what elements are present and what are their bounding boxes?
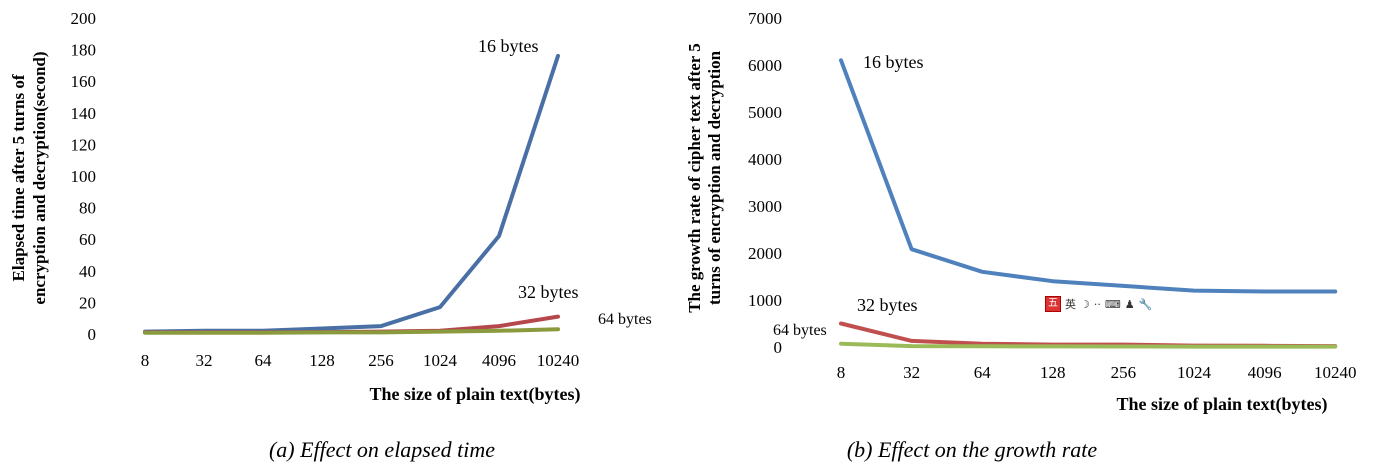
chart-a-xtick-label: 32 <box>196 351 213 370</box>
chart-a-series-label-2: 32 bytes <box>518 282 579 302</box>
chart-a-ylabel-line1: Elapsed time after 5 turns of <box>9 74 28 281</box>
chart-b-ytick-label: 4000 <box>748 150 782 169</box>
chart-a-ytick-label: 40 <box>79 262 96 281</box>
chart-b-ytick-label: 7000 <box>748 9 782 28</box>
ime-language-toggle[interactable]: 英 <box>1065 298 1076 311</box>
chart-a-series-label-1: 16 bytes <box>478 36 539 56</box>
chart-b-xtick-label: 64 <box>974 363 992 382</box>
chart-a-series-line-3 <box>143 327 560 335</box>
chart-b-caption: (b) Effect on the growth rate <box>847 437 1098 462</box>
chart-b-ylabel-line2: turns of encryption and decryption <box>705 50 724 305</box>
chart-a-xtick-label: 64 <box>255 351 273 370</box>
moon-icon[interactable]: ☽ <box>1080 297 1090 311</box>
chart-a-ytick-label: 80 <box>79 199 96 218</box>
chart-a-xtick-label: 256 <box>368 351 394 370</box>
chart-b-xtick-label: 10240 <box>1314 363 1357 382</box>
chart-a-ytick-label: 0 <box>88 325 97 344</box>
chart-a-ytick-label: 200 <box>71 9 97 28</box>
chart-a-ytick-label: 60 <box>79 230 96 249</box>
keyboard-icon[interactable]: ⌨ <box>1104 297 1121 311</box>
chart-a-xtick-label: 128 <box>309 351 335 370</box>
chart-a-ytick-label: 100 <box>71 167 97 186</box>
chart-b-ylabel-line1: The growth rate of cipher text after 5 <box>685 43 704 313</box>
chart-a-xtick-label: 8 <box>141 351 150 370</box>
chart-b-series-label-3: 64 bytes <box>773 322 827 339</box>
chart-b-xtick-label: 1024 <box>1177 363 1212 382</box>
chart-b-series-label-2: 32 bytes <box>857 295 918 315</box>
punctuation-icon[interactable]: ·· <box>1093 297 1101 311</box>
ime-toolbar[interactable]: 五 英 ☽ ·· ⌨ ♟ 🔧 <box>1045 295 1152 313</box>
chart-b-ytick-label: 5000 <box>748 103 782 122</box>
chart-b-series-line-3 <box>839 341 1338 349</box>
chart-a-ylabel-line2: encryption and decryption(second) <box>30 51 49 304</box>
chart-a-series-line-1 <box>143 53 560 334</box>
chart-b-xtick-label: 256 <box>1111 363 1137 382</box>
chart-b-ytick-label: 0 <box>774 338 783 357</box>
chart-b-xtick-label: 4096 <box>1248 363 1282 382</box>
chart-b-ytick-label: 3000 <box>748 197 782 216</box>
chart-b-xtick-label: 128 <box>1040 363 1066 382</box>
chart-a-xtick-label: 1024 <box>423 351 458 370</box>
chart-a-ytick-label: 120 <box>71 135 97 154</box>
chart-b-series-label-1: 16 bytes <box>863 52 924 72</box>
chart-a-series-label-3: 64 bytes <box>598 311 652 328</box>
chart-a-ytick-label: 140 <box>71 104 97 123</box>
chart-b-ytick-label: 6000 <box>748 56 782 75</box>
chart-a-caption: (a) Effect on elapsed time <box>269 437 495 462</box>
wrench-icon[interactable]: 🔧 <box>1138 297 1153 311</box>
user-icon[interactable]: ♟ <box>1124 297 1135 311</box>
chart-b-xlabel: The size of plain text(bytes) <box>1117 394 1328 415</box>
chart-a-ytick-label: 160 <box>71 72 97 91</box>
chart-b-xtick-label: 32 <box>903 363 920 382</box>
chart-a-xtick-label: 4096 <box>482 351 516 370</box>
chart-b-series-line-1 <box>839 58 1338 294</box>
chart-b-series-line-2 <box>839 321 1338 349</box>
chart-a-xtick-label: 10240 <box>537 351 580 370</box>
ime-logo-icon[interactable]: 五 <box>1045 296 1061 312</box>
chart-b-ytick-label: 1000 <box>748 291 782 310</box>
chart-b-ytick-label: 2000 <box>748 244 782 263</box>
chart-a-xlabel: The size of plain text(bytes) <box>370 384 581 405</box>
chart-b-xtick-label: 8 <box>837 363 846 382</box>
chart-a-ytick-label: 180 <box>71 41 97 60</box>
chart-a-ytick-label: 20 <box>79 293 96 312</box>
chart-a-plot: 0 20 40 60 80 100 120 140 160 180 200 8 32 64 128 256 10… <box>71 9 652 370</box>
chart-b-plot: 0 1000 2000 3000 4000 5000 6000 7000 8 32 64 128 256… <box>748 9 1356 382</box>
